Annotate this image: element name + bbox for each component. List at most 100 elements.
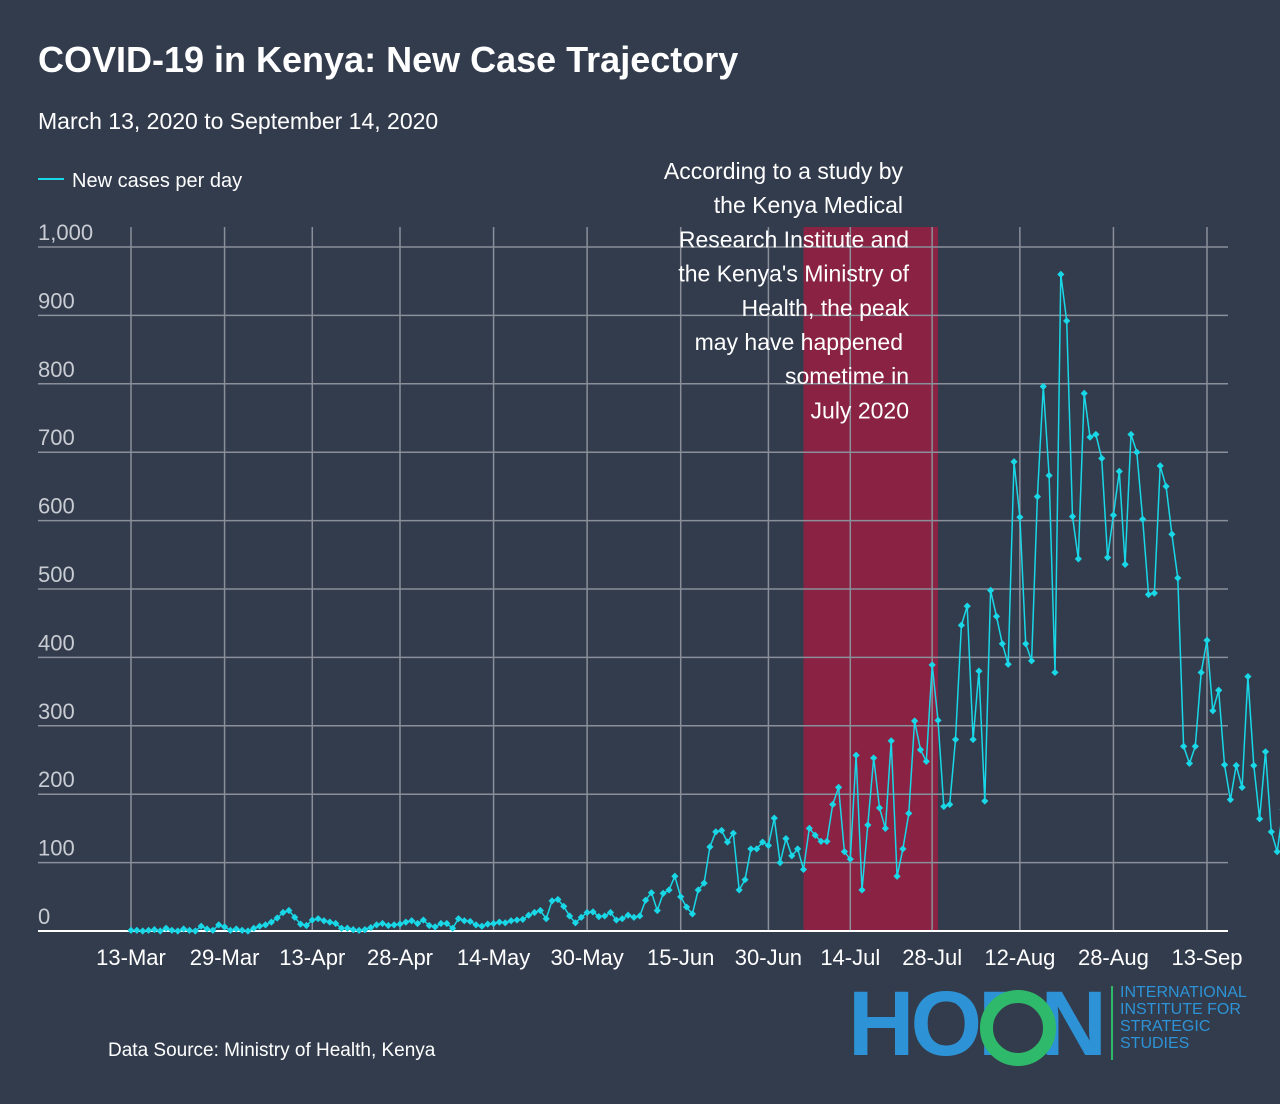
data-point [1022,640,1030,648]
data-point [232,925,240,933]
data-point [250,924,258,932]
data-point [1074,555,1082,563]
data-point [244,927,252,935]
annotation-line: According to a study by [664,158,904,184]
data-point [1080,389,1088,397]
data-point [957,621,965,629]
legend: New cases per day [38,170,242,192]
x-tick-label: 13-Apr [279,945,345,970]
data-point [495,918,504,926]
data-point [934,716,942,724]
grid [38,227,1228,932]
data-point [197,922,205,930]
data-point [682,903,691,911]
data-point [1127,430,1135,439]
y-tick-label: 400 [38,630,75,655]
data-point [466,917,474,926]
data-point [419,916,427,924]
data-point [928,661,936,669]
data-point [688,910,696,918]
data-point [127,926,135,934]
data-point [887,737,895,745]
data-point [1156,462,1164,470]
data-point [449,924,457,932]
data-point [583,908,591,917]
data-point [981,797,989,805]
data-point [987,586,995,594]
data-point [296,920,305,928]
data-point [852,751,860,759]
x-tick-label: 14-May [457,945,530,970]
data-point [454,915,463,923]
x-tick-label: 28-Jul [902,945,962,970]
data-point [478,922,486,930]
data-point [870,754,878,762]
data-point [460,917,468,925]
data-point [1033,493,1042,501]
data-point [735,886,743,894]
data-point [951,735,960,744]
data-point [963,602,971,610]
data-point [443,919,451,928]
x-tick-label: 29-Mar [190,945,260,970]
data-point [601,912,609,920]
data-point [911,717,919,725]
annotation-line: Research Institute and [679,226,909,252]
data-point [326,918,334,926]
data-point [1139,515,1147,523]
data-point [203,925,211,933]
data-point [1238,783,1246,791]
data-point [238,926,246,934]
data-point [1086,433,1094,441]
data-point [279,908,287,917]
data-point [343,924,351,932]
data-point [501,919,509,927]
data-point [320,917,328,925]
data-point [156,927,164,935]
data-point [1209,707,1217,715]
data-point [548,897,556,905]
data-point [729,829,737,837]
data-point [794,845,802,853]
data-point [261,921,270,929]
x-tick-label: 28-Apr [367,945,433,970]
data-point [595,913,603,921]
data-point [215,921,223,929]
series-line [131,274,1280,932]
data-point [788,852,796,860]
data-point [337,924,346,932]
data-point [413,919,422,928]
y-tick-label: 800 [38,357,75,382]
data-point [1150,589,1158,597]
data-point [168,926,176,934]
data-point [150,926,158,934]
data-point [606,908,615,917]
data-point [180,925,188,933]
data-point [1250,761,1258,770]
data-point [285,906,293,915]
data-point [431,923,439,931]
data-point [940,802,948,811]
logo-subtitle-line: INSTITUTE FOR [1120,1001,1241,1018]
data-point [554,895,562,904]
x-axis: 13-Mar 29-Mar 13-Apr 28-Apr 14-May 30-May 15-J… [96,945,1242,970]
data-point [144,926,153,934]
data-point [308,916,316,924]
data-point [764,841,773,850]
data-point [571,919,580,927]
data-point [723,838,732,846]
data-point [378,919,387,928]
y-tick-label: 100 [38,836,75,861]
data-point [367,923,375,932]
data-point [858,886,866,894]
data-point [1133,448,1141,456]
data-point [782,835,790,843]
logo-divider [1111,986,1113,1060]
y-tick-label: 500 [38,562,75,587]
data-point [589,908,597,916]
data-point [1203,636,1211,644]
data-point [332,919,340,928]
data-point [834,783,843,791]
data-point [799,865,808,874]
data-point [390,921,398,929]
